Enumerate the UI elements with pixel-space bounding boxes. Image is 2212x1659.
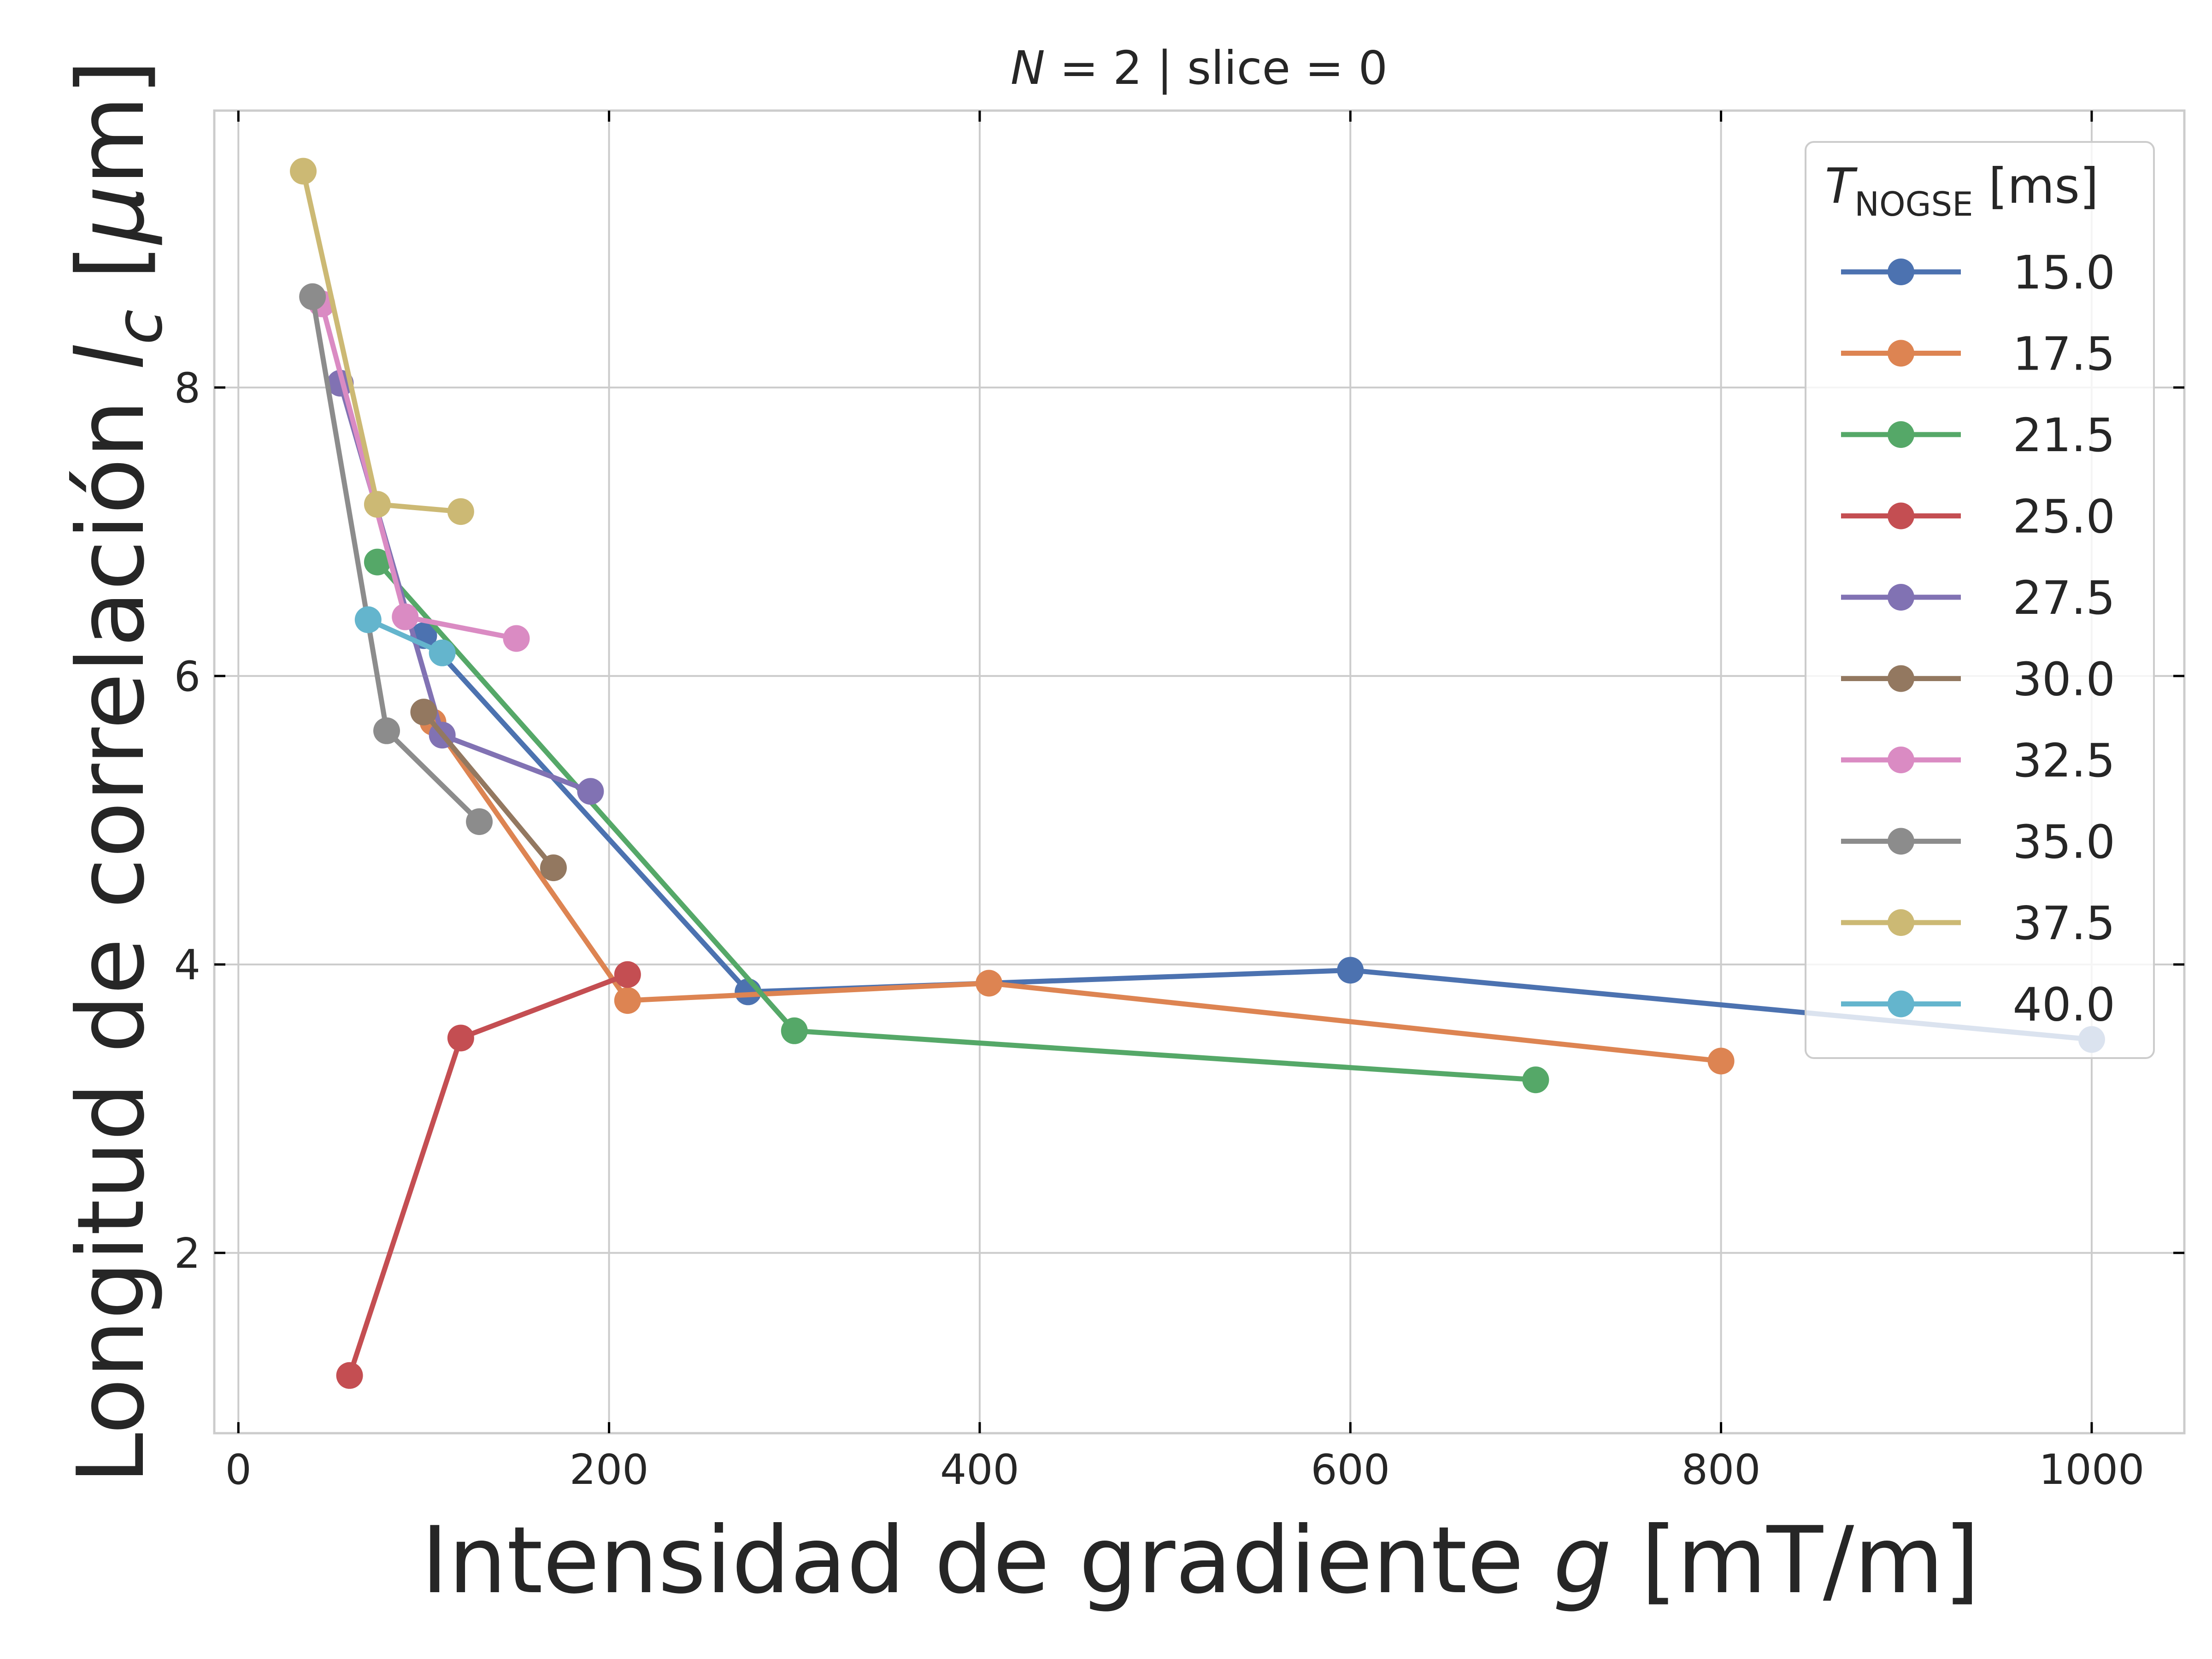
legend-item: 25.0 bbox=[1841, 490, 2115, 544]
legend-marker bbox=[1888, 502, 1914, 529]
legend-item: 30.0 bbox=[1841, 653, 2115, 706]
series-line bbox=[421, 633, 2094, 1042]
legend-marker bbox=[1888, 828, 1914, 855]
y-tick-label: 6 bbox=[174, 653, 200, 701]
legend-marker bbox=[1888, 421, 1914, 448]
legend-marker bbox=[1888, 584, 1914, 611]
x-axis-label-unit: [mT/m] bbox=[1612, 1507, 1980, 1614]
data-point bbox=[364, 491, 391, 518]
data-point bbox=[447, 1024, 474, 1052]
data-point bbox=[976, 970, 1003, 997]
y-axis-label-symbol: l bbox=[58, 345, 165, 371]
x-tick-label: 0 bbox=[225, 1446, 252, 1494]
data-point bbox=[447, 498, 474, 525]
title-n-symbol: N bbox=[1011, 41, 1045, 95]
data-point bbox=[1522, 1066, 1549, 1094]
legend: TNOGSE [ms] 15.0 17.5 21.5 25.0 27.5 30.0 32.5… bbox=[1805, 141, 2155, 1059]
series-30.0 bbox=[410, 699, 567, 882]
data-point bbox=[299, 283, 326, 310]
legend-item: 32.5 bbox=[1841, 734, 2115, 788]
data-point bbox=[392, 603, 419, 630]
y-tick-label: 2 bbox=[174, 1230, 200, 1278]
legend-item: 35.0 bbox=[1841, 815, 2115, 869]
y-axis-label: Longitud de correlación lc [μm] bbox=[58, 59, 177, 1484]
y-tick-label: 8 bbox=[174, 364, 200, 412]
series-40.0 bbox=[354, 606, 456, 666]
data-point bbox=[577, 778, 604, 805]
legend-marker bbox=[1888, 259, 1914, 285]
data-point bbox=[290, 158, 317, 185]
data-point bbox=[336, 1362, 363, 1389]
data-point bbox=[1707, 1047, 1735, 1075]
y-axis-label-mu: μ bbox=[58, 185, 165, 245]
x-tick-label: 1000 bbox=[2039, 1446, 2144, 1494]
data-point bbox=[614, 961, 641, 988]
legend-label: 15.0 bbox=[2012, 246, 2115, 300]
x-tick-label: 800 bbox=[1682, 1446, 1761, 1494]
data-point bbox=[410, 699, 437, 726]
data-point bbox=[354, 606, 382, 633]
series-layer bbox=[290, 158, 2105, 1389]
data-point bbox=[364, 548, 391, 576]
legend-title-unit: [ms] bbox=[1973, 158, 2099, 214]
series-line bbox=[430, 719, 1724, 1064]
y-tick-label: 4 bbox=[174, 941, 200, 989]
legend-items: 15.0 17.5 21.5 25.0 27.5 30.0 32.5 35.0 37.5 40.0 bbox=[1841, 246, 2115, 1032]
x-tick-label: 200 bbox=[570, 1446, 649, 1494]
legend-title-symbol: T bbox=[1825, 158, 1858, 214]
chart-title: N = 2 | slice = 0 bbox=[1011, 41, 1388, 95]
data-point bbox=[466, 808, 493, 835]
legend-label: 21.5 bbox=[2012, 408, 2115, 462]
plot-frame bbox=[213, 109, 2186, 1435]
x-axis-label: Intensidad de gradiente g [mT/m] bbox=[421, 1507, 1980, 1614]
legend-title-subscript: NOGSE bbox=[1854, 185, 1973, 224]
legend-label: 17.5 bbox=[2012, 327, 2115, 381]
data-point bbox=[1337, 957, 1364, 984]
legend-marker bbox=[1888, 990, 1914, 1018]
legend-label: 37.5 bbox=[2012, 896, 2115, 950]
data-point bbox=[503, 625, 530, 652]
legend-label: 27.5 bbox=[2012, 571, 2115, 625]
legend-item: 15.0 bbox=[1841, 246, 2115, 300]
legend-item: 37.5 bbox=[1841, 896, 2115, 950]
legend-item: 40.0 bbox=[1841, 978, 2115, 1032]
legend-label: 40.0 bbox=[2012, 978, 2115, 1032]
series-35.0 bbox=[299, 283, 493, 835]
data-point bbox=[540, 854, 567, 882]
legend-title: TNOGSE [ms] bbox=[1825, 158, 2099, 224]
data-point bbox=[781, 1017, 808, 1044]
legend-item: 17.5 bbox=[1841, 327, 2115, 381]
x-axis-label-text: Intensidad de gradiente bbox=[421, 1507, 1553, 1614]
y-axis-label-subscript: c bbox=[102, 309, 177, 345]
data-point bbox=[614, 987, 641, 1014]
y-axis-label-bracket: [ bbox=[58, 244, 165, 309]
data-point bbox=[373, 717, 400, 744]
series-37.5 bbox=[290, 158, 474, 525]
legend-box bbox=[1805, 141, 2155, 1059]
axis-ticks: 0 200 400 600 800 1000 2 4 6 8 bbox=[174, 111, 2184, 1494]
series-line bbox=[365, 617, 445, 656]
legend-label: 32.5 bbox=[2012, 734, 2115, 788]
series-line bbox=[421, 709, 556, 871]
title-rest: = 2 | slice = 0 bbox=[1045, 41, 1388, 95]
legend-label: 35.0 bbox=[2012, 815, 2115, 869]
x-axis-label-symbol: g bbox=[1553, 1507, 1612, 1614]
legend-marker bbox=[1888, 747, 1914, 773]
x-tick-label: 400 bbox=[940, 1446, 1019, 1494]
legend-marker bbox=[1888, 909, 1914, 936]
legend-item: 27.5 bbox=[1841, 571, 2115, 625]
legend-marker bbox=[1888, 340, 1914, 367]
series-25.0 bbox=[336, 961, 641, 1389]
legend-item: 21.5 bbox=[1841, 408, 2115, 462]
legend-label: 30.0 bbox=[2012, 653, 2115, 706]
y-axis-label-text: Longitud de correlación bbox=[58, 371, 165, 1484]
data-point bbox=[429, 639, 456, 666]
y-axis-label-unit: m] bbox=[58, 59, 165, 185]
legend-label: 25.0 bbox=[2012, 490, 2115, 544]
series-21.5 bbox=[364, 548, 1549, 1094]
legend-marker bbox=[1888, 665, 1914, 692]
x-tick-label: 600 bbox=[1311, 1446, 1390, 1494]
